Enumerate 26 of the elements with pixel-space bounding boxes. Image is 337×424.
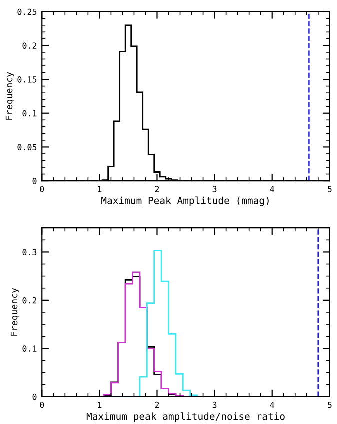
x-tick-label: 0: [40, 402, 44, 408]
y-tick-label: 0.05: [18, 144, 37, 151]
y-axis-title: Frequency: [6, 72, 14, 120]
x-tick-label: 5: [328, 186, 332, 192]
y-axis-title: Frequency: [10, 288, 20, 336]
x-axis-title: Maximum peak amplitude/noise ratio: [86, 412, 285, 422]
y-tick-label: 0.2: [22, 297, 37, 304]
x-tick-label: 0: [40, 186, 44, 192]
x-axis-title: Maximum Peak Amplitude (mmag): [102, 196, 269, 206]
y-tick-label: 0.3: [22, 249, 37, 256]
x-tick-label: 2: [155, 186, 160, 192]
x-tick-label: 5: [328, 402, 332, 408]
y-tick-label: 0: [32, 178, 37, 184]
x-tick-label: 1: [98, 402, 102, 408]
x-tick-label: 3: [212, 186, 217, 192]
x-tick-label: 4: [270, 186, 274, 192]
x-tick-label: 3: [212, 402, 217, 408]
y-tick-label: 0: [32, 394, 37, 400]
y-tick-label: 0.25: [18, 8, 37, 16]
x-tick-label: 2: [155, 402, 160, 408]
x-tick-label: 4: [270, 402, 274, 408]
y-tick-label: 0.1: [22, 346, 37, 352]
x-tick-label: 1: [98, 186, 102, 192]
y-tick-label: 0.2: [22, 42, 37, 50]
y-tick-label: 0.1: [22, 110, 37, 117]
y-tick-label: 0.15: [18, 76, 37, 83]
